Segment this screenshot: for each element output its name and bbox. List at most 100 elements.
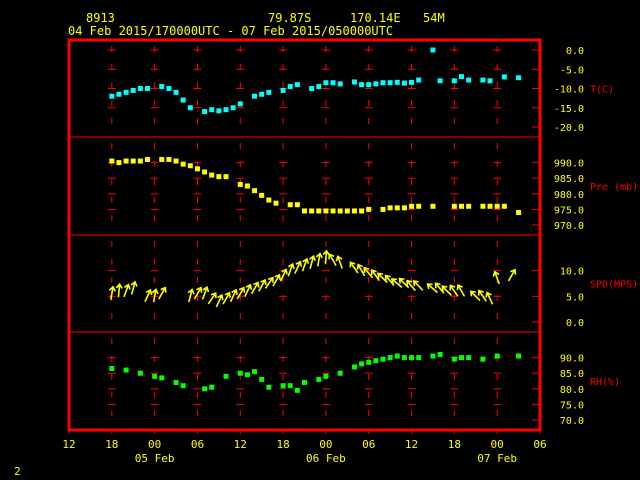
pressure-point	[359, 208, 365, 214]
x-tick-label: 00	[491, 438, 504, 451]
pressure-point	[209, 172, 215, 178]
wind-arrow	[441, 285, 453, 297]
wind-arrow	[315, 252, 323, 267]
pressure-point	[487, 203, 493, 209]
pressure-point	[351, 208, 357, 214]
humidity-tick-label: 90.0	[560, 354, 584, 365]
pressure-point	[159, 156, 165, 162]
temperature-point	[180, 97, 186, 103]
temperature-point	[237, 101, 243, 107]
temperature-point	[380, 80, 386, 86]
wind-arrow	[477, 289, 488, 302]
temperature-point	[351, 79, 357, 85]
humidity-point	[109, 366, 115, 372]
pressure-point	[344, 208, 350, 214]
wind-arrow	[406, 279, 417, 292]
chart-frame	[67, 38, 542, 432]
humidity-point	[137, 370, 143, 376]
wind-tick-label: 0.0	[566, 318, 584, 329]
x-tick-label: 00	[148, 438, 161, 451]
temperature-point	[487, 78, 493, 84]
temperature-point	[166, 86, 172, 91]
wind-arrow	[434, 282, 445, 294]
temperature-axis-label: T(C)	[590, 85, 614, 96]
pressure-point	[109, 158, 115, 164]
humidity-point	[351, 364, 357, 370]
wind-arrow	[507, 268, 517, 282]
wind-arrow	[377, 272, 388, 284]
humidity-point	[159, 375, 165, 381]
pressure-tick-label: 970.0	[554, 221, 584, 232]
wind-arrow	[349, 261, 359, 274]
pressure-point	[187, 163, 193, 169]
wind-arrow	[123, 283, 131, 298]
humidity-point	[430, 353, 436, 359]
station-id: 8913	[86, 11, 115, 25]
pressure-point	[430, 203, 436, 209]
pressure-point	[173, 158, 179, 164]
humidity-point	[387, 355, 393, 361]
wind-arrow	[328, 253, 337, 266]
temperature-point	[287, 84, 293, 90]
temperature-point	[373, 81, 379, 87]
temperature-point	[459, 74, 464, 80]
pressure-point	[287, 202, 293, 208]
x-tick-label: 18	[448, 438, 461, 451]
wind-arrow	[294, 260, 303, 274]
pressure-point	[501, 203, 507, 209]
temperature-point	[216, 108, 222, 114]
temperature-point	[130, 87, 136, 93]
wind-arrow	[363, 266, 374, 279]
wind-arrow	[108, 285, 117, 300]
wind-arrow	[309, 254, 317, 269]
pressure-tick-label: 985.0	[554, 174, 584, 185]
temperature-point	[209, 107, 215, 113]
pressure-point	[337, 208, 343, 214]
time-period: 04 Feb 2015/170000UTC - 07 Feb 2015/0500…	[68, 24, 394, 38]
humidity-tick-label: 80.0	[560, 385, 584, 396]
wind-arrow	[412, 280, 424, 291]
pressure-point	[459, 203, 464, 209]
wind-arrow	[201, 285, 210, 300]
pressure-point	[116, 160, 122, 166]
wind-arrow	[287, 262, 295, 277]
pressure-axis-label: Pre (mb)	[590, 182, 638, 193]
temperature-point	[116, 91, 122, 97]
humidity-point	[337, 370, 343, 376]
humidity-point	[323, 373, 329, 379]
wind-arrow	[456, 283, 466, 297]
temperature-point	[401, 80, 407, 86]
wind-arrow	[257, 278, 267, 292]
pressure-point	[145, 156, 150, 162]
humidity-point	[202, 386, 208, 392]
temperature-point	[280, 87, 286, 93]
pressure-point	[380, 206, 386, 212]
humidity-point	[223, 373, 229, 379]
wind-arrow	[264, 276, 274, 289]
humidity-point	[252, 369, 258, 375]
temperature-point	[316, 84, 322, 90]
pressure-point	[316, 208, 322, 214]
pressure-point	[259, 192, 265, 198]
x-tick-label: 12	[234, 438, 247, 451]
pressure-point	[394, 205, 400, 211]
humidity-point	[302, 380, 307, 386]
humidity-point	[494, 353, 500, 359]
wind-arrow	[398, 277, 410, 289]
pressure-point	[123, 158, 129, 164]
humidity-point	[180, 383, 186, 389]
temperature-point	[337, 81, 343, 87]
wind-arrow	[222, 291, 231, 305]
pressure-point	[480, 203, 486, 209]
wind-arrow	[158, 286, 167, 300]
temperature-point	[123, 89, 129, 95]
day-label: 05 Feb	[135, 452, 175, 465]
wind-arrow	[485, 291, 494, 305]
wind-arrow	[215, 293, 224, 308]
wind-arrow	[151, 288, 159, 303]
day-label: 07 Feb	[477, 452, 517, 465]
wind-arrow	[370, 268, 380, 282]
x-tick-label: 00	[319, 438, 332, 451]
pressure-point	[416, 203, 422, 209]
humidity-point	[380, 356, 386, 362]
